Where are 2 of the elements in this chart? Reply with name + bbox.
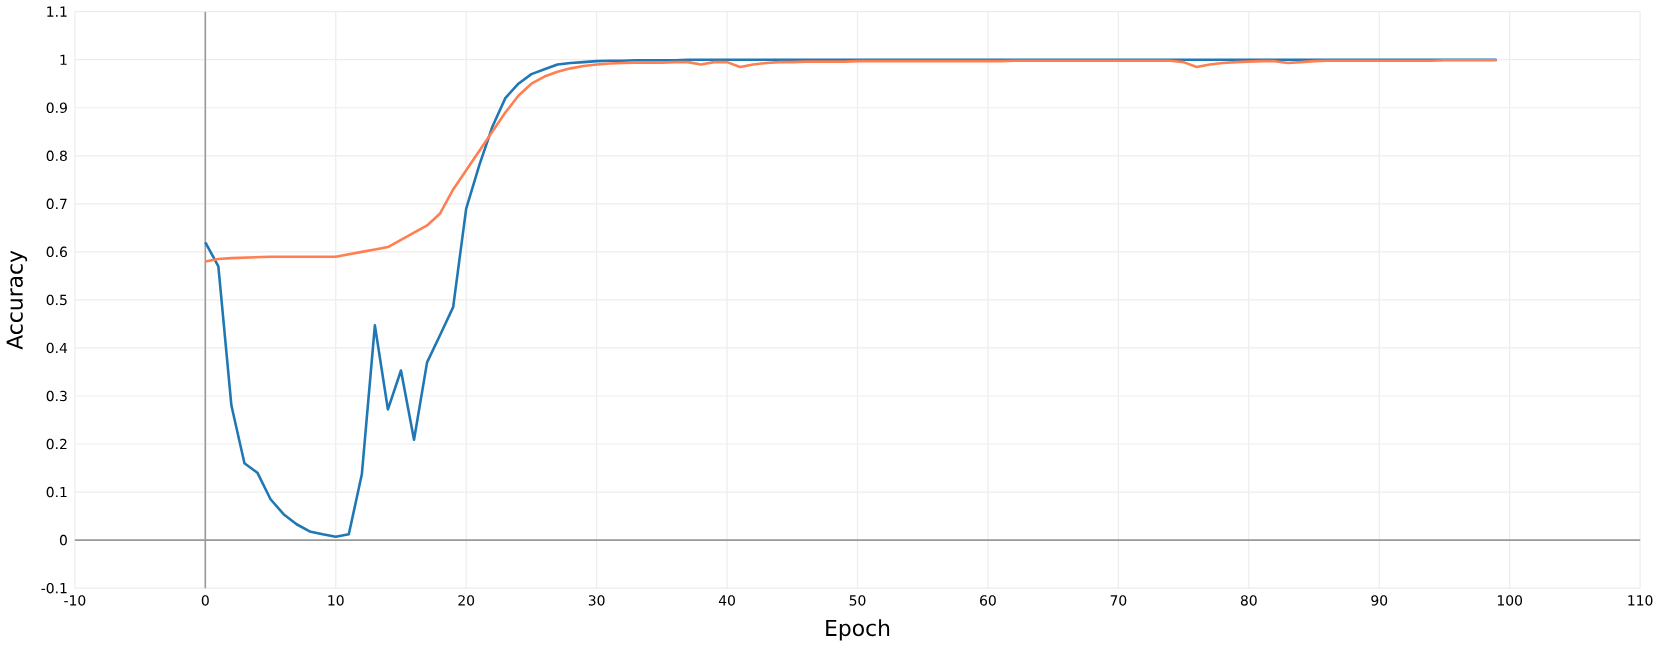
x-axis-title: Epoch bbox=[826, 619, 890, 641]
y-axis-title: Accuracy bbox=[6, 251, 28, 351]
